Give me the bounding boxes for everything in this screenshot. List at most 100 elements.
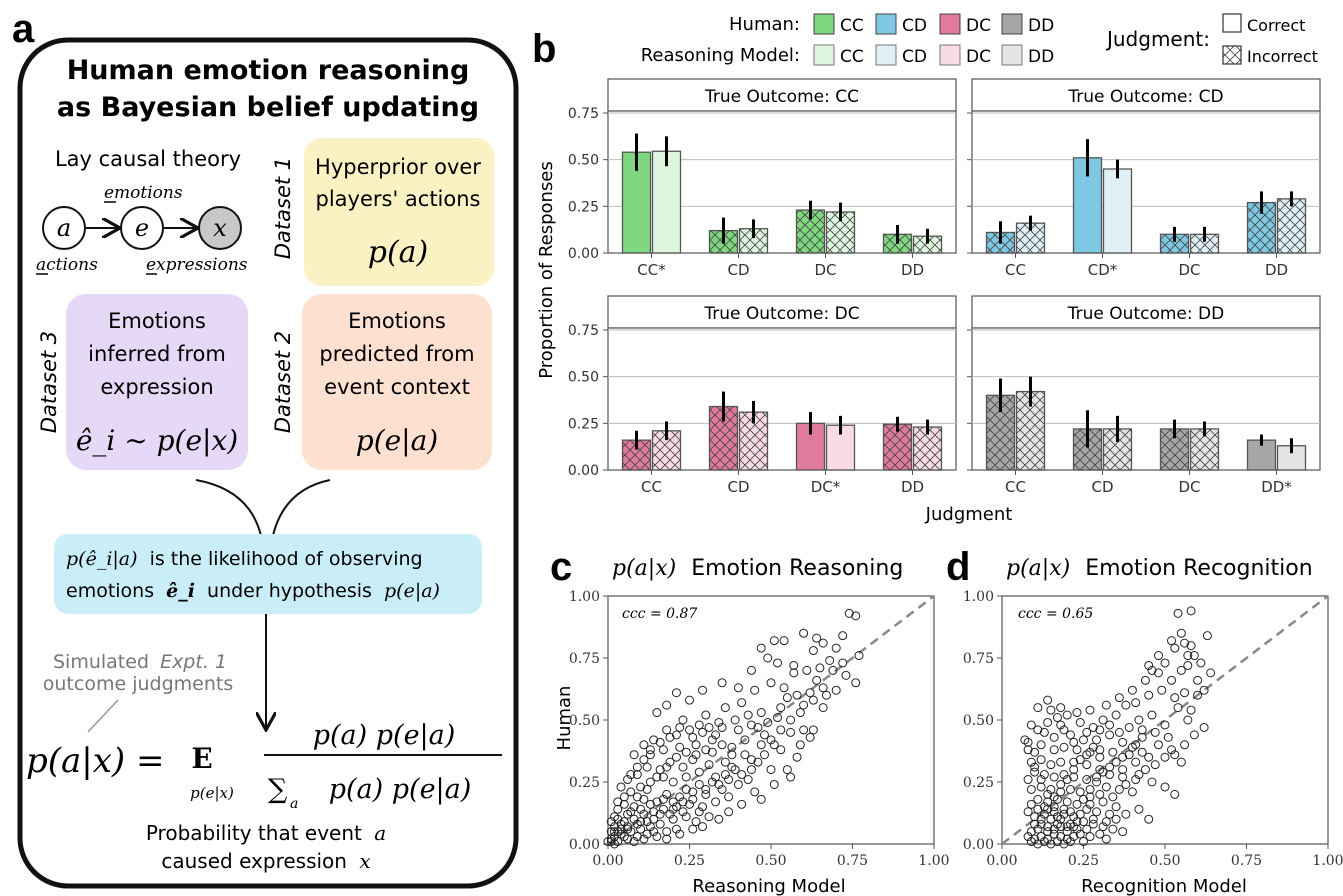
scatter-point <box>1085 792 1095 802</box>
scatter-point <box>1049 824 1059 834</box>
x-tick-label: DC <box>814 261 836 279</box>
scatter-point <box>1127 685 1137 695</box>
x-tick-label: 1.00 <box>918 853 949 869</box>
scatter-point <box>808 725 818 735</box>
scatter-point <box>1173 608 1183 618</box>
scatter-point <box>750 685 760 695</box>
scatter-point <box>1144 660 1154 670</box>
scatter-point <box>652 832 662 842</box>
scatter-point <box>619 792 629 802</box>
panel-c-ccc: ccc = 0.87 <box>622 606 697 622</box>
scatter-point <box>1039 837 1049 847</box>
panel-c-scatter: 0.000.00 0.25 0.25 0.50 0.50 0.75 0.75 1.00 1.00 <box>569 589 950 869</box>
scatter-point <box>1033 824 1043 834</box>
scatter-point <box>1114 727 1124 737</box>
scatter-point <box>1183 660 1193 670</box>
scatter-point <box>1101 782 1111 792</box>
scatter-point <box>1059 809 1069 819</box>
scatter-point <box>792 690 802 700</box>
bar-hatch <box>883 424 912 470</box>
scatter-point <box>1098 715 1108 725</box>
likelihood-line2: emotions ê_i under hypothesis p(e|a) <box>66 580 440 602</box>
scatter-point <box>1160 752 1170 762</box>
box3-formula: ê_i ∼ p(e|x) <box>76 424 238 457</box>
scatter-point <box>711 797 721 807</box>
scatter-point <box>1189 730 1199 740</box>
scatter-point <box>704 812 714 822</box>
bar-model <box>1102 168 1133 254</box>
box2-line1: Emotions <box>348 309 446 333</box>
scatter-point <box>610 832 620 842</box>
legend-model-label-cc: CC <box>840 47 864 67</box>
scatter-point <box>1030 819 1040 829</box>
scatter-point <box>1049 829 1059 839</box>
scatter-point <box>1026 784 1036 794</box>
scatter-point <box>616 782 626 792</box>
scatter-point <box>1056 787 1066 797</box>
scatter-point <box>1065 807 1075 817</box>
scatter-point <box>1111 710 1121 720</box>
bar-hatch <box>1277 198 1306 253</box>
x-tick-label: DC* <box>811 478 841 496</box>
scatter-point <box>681 812 691 822</box>
scatter-point <box>1069 757 1079 767</box>
scatter-point <box>1131 757 1141 767</box>
legend-model-swatch-cd <box>875 44 897 66</box>
scatter-point <box>1030 812 1040 822</box>
scatter-point <box>1043 797 1053 807</box>
box1-line1: Hyperprior over <box>315 155 481 179</box>
scatter-point <box>792 752 802 762</box>
legend-judgment-label: Judgment: <box>1105 27 1210 51</box>
scatter-point <box>1101 834 1111 844</box>
scatter-point <box>1101 700 1111 710</box>
scatter-point <box>694 767 704 777</box>
scatter-point <box>665 732 675 742</box>
panel-b-legend: Human: Reasoning Model: Judgment: Correc… <box>641 13 1318 67</box>
scatter-point <box>678 715 688 725</box>
scatter-point <box>753 757 763 767</box>
scatter-point <box>802 665 812 675</box>
panel-d-scatter: 0.000.00 0.25 0.25 0.50 0.50 0.75 0.75 1.00 1.00 <box>963 589 1343 869</box>
scatter-point <box>1118 752 1128 762</box>
scatter-point <box>1030 767 1040 777</box>
equation-E: E <box>191 742 212 775</box>
scatter-point <box>1108 824 1118 834</box>
scatter-point <box>629 802 639 812</box>
scatter-point <box>1098 797 1108 807</box>
scatter-point <box>1026 827 1036 837</box>
scatter-point <box>1033 725 1043 735</box>
scatter-point <box>1170 750 1180 760</box>
scatter-point <box>606 837 616 847</box>
scatter-point <box>756 740 766 750</box>
scatter-point <box>1176 665 1186 675</box>
scatter-point <box>701 784 711 794</box>
scatter-point <box>799 628 809 638</box>
legend-human-swatch-cc <box>813 13 835 35</box>
scatter-point <box>733 725 743 735</box>
scatter-point <box>623 809 633 819</box>
scatter-point <box>1095 752 1105 762</box>
scatter-point <box>1075 787 1085 797</box>
panel-b-xlabel: Judgment <box>925 504 1013 525</box>
identity-reference-line <box>1001 595 1329 845</box>
merge-curve-right <box>271 479 331 541</box>
scatter-point <box>746 720 756 730</box>
scatter-point <box>1085 799 1095 809</box>
scatter-point <box>1108 792 1118 802</box>
dataset1-tag: Dataset 1 <box>271 157 295 259</box>
scatter-point <box>1036 755 1046 765</box>
scatter-point <box>688 824 698 834</box>
scatter-point <box>662 725 672 735</box>
box3-line1: Emotions <box>108 309 206 333</box>
scatter-point <box>613 837 623 847</box>
scatter-point <box>610 812 620 822</box>
scatter-point <box>1095 745 1105 755</box>
scatter-point <box>1065 730 1075 740</box>
scatter-point <box>1144 814 1154 824</box>
scatter-point <box>1131 740 1141 750</box>
facet-4: True Outcome: DD CC CD DC DD* <box>967 295 1321 496</box>
scatter-point <box>841 670 851 680</box>
box2-line3: event context <box>324 375 470 399</box>
scatter-point <box>688 732 698 742</box>
scatter-point <box>1095 765 1105 775</box>
